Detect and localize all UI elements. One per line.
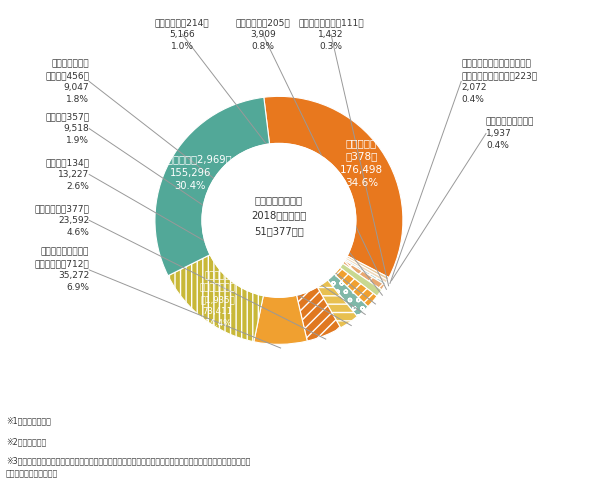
Text: ※2　単位：億円: ※2 単位：億円 — [6, 437, 46, 446]
Text: 情報処理・
提供サービス業
（1,935）
73,411
14.4%: 情報処理・ 提供サービス業 （1,935） 73,411 14.4% — [200, 272, 236, 328]
Text: ※3　「その他の情報通信業」とは、情報通信業に係る売上高内訳において、主要事業名「その他」として回答の
　　あったものをいう。: ※3 「その他の情報通信業」とは、情報通信業に係る売上高内訳において、主要事業名… — [6, 456, 250, 478]
Text: 出版業（357）
9,518
1.9%: 出版業（357） 9,518 1.9% — [45, 112, 89, 145]
Circle shape — [202, 143, 356, 297]
Text: ※1　（　）は社数: ※1 （ ）は社数 — [6, 416, 51, 425]
Wedge shape — [168, 255, 263, 342]
Wedge shape — [155, 97, 269, 276]
Text: ソフトウェア業（2,969）
155,296
30.4%: ソフトウェア業（2,969） 155,296 30.4% — [149, 154, 232, 191]
Text: 音声情報制作業（111）
1,432
0.3%: 音声情報制作業（111） 1,432 0.3% — [298, 18, 364, 51]
Text: 新聞業（134）
13,227
2.6%: 新聞業（134） 13,227 2.6% — [45, 158, 89, 191]
Wedge shape — [254, 295, 307, 344]
Text: 広告制作業（205）
3,909
0.8%: 広告制作業（205） 3,909 0.8% — [235, 18, 290, 51]
Text: 映像・音声・文字情報制作に
附帯するサービス業（223）
2,072
0.4%: 映像・音声・文字情報制作に 附帯するサービス業（223） 2,072 0.4% — [461, 59, 538, 104]
Text: 民間放送業（377）
23,592
4.6%: 民間放送業（377） 23,592 4.6% — [34, 204, 89, 237]
Text: インターネット附随
サービス業（712）
35,272
6.9%: インターネット附随 サービス業（712） 35,272 6.9% — [34, 248, 89, 292]
Wedge shape — [328, 274, 368, 316]
Text: 有線放送業（214）
5,166
1.0%: 有線放送業（214） 5,166 1.0% — [155, 18, 209, 51]
Wedge shape — [346, 256, 389, 280]
Wedge shape — [344, 259, 386, 285]
Wedge shape — [264, 97, 403, 278]
Wedge shape — [345, 258, 388, 283]
Wedge shape — [334, 267, 377, 306]
Wedge shape — [317, 280, 357, 328]
Text: その他の情報通信業
1,937
0.4%: その他の情報通信業 1,937 0.4% — [486, 117, 535, 150]
Wedge shape — [343, 261, 385, 290]
Text: 映像情報制作・
配給業（456）
9,047
1.8%: 映像情報制作・ 配給業（456） 9,047 1.8% — [45, 59, 89, 104]
Wedge shape — [296, 287, 341, 341]
Text: 情報通信業に係る
2018年度売上高
51兆377億円: 情報通信業に係る 2018年度売上高 51兆377億円 — [251, 195, 307, 236]
Text: 電気通信業
（378）
176,498
34.6%: 電気通信業 （378） 176,498 34.6% — [340, 138, 383, 188]
Wedge shape — [340, 263, 382, 296]
